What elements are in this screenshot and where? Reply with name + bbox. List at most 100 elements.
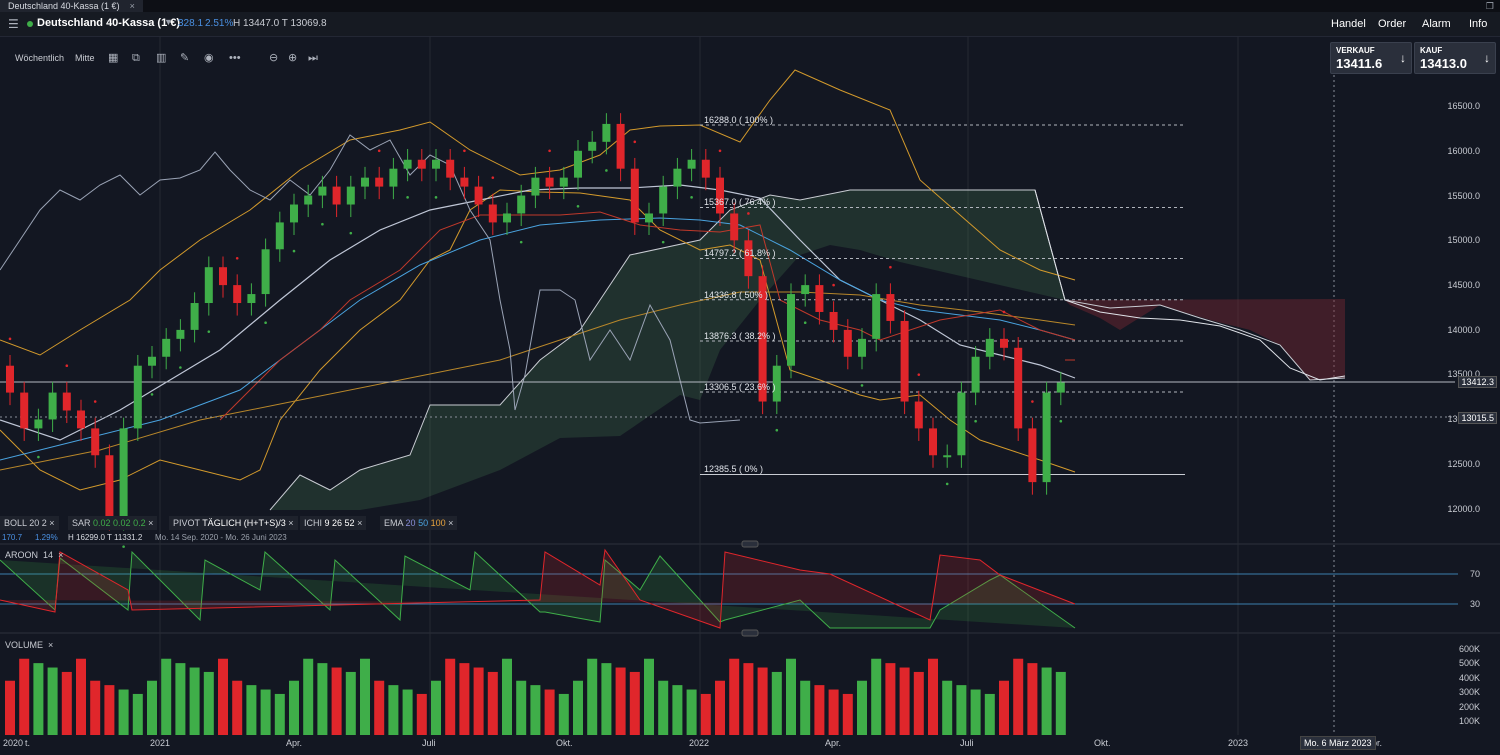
sar-dot [832, 283, 835, 287]
volume-bar [232, 680, 243, 735]
close-icon[interactable]: × [49, 518, 55, 528]
pivot-params: TÄGLICH (H+T+S)/3 [202, 518, 286, 528]
volume-bar [1013, 658, 1024, 735]
candle [62, 392, 71, 411]
boll-legend[interactable]: BOLL 20 2 × [0, 516, 59, 530]
price-tick: 14500.0 [1447, 280, 1480, 290]
candle [304, 195, 313, 205]
ichi-legend[interactable]: ICHI 9 26 52 × [300, 516, 367, 530]
sar-dot [747, 212, 750, 215]
sar-dot [434, 196, 438, 199]
volume-name: VOLUME [5, 640, 44, 650]
candle [247, 294, 256, 304]
volume-bar [246, 685, 257, 735]
eye-icon[interactable]: ◉ [204, 52, 214, 64]
close-icon[interactable]: × [58, 550, 64, 560]
volume-bar [317, 663, 328, 735]
pivot-legend[interactable]: PIVOT TÄGLICH (H+T+S)/3 × [169, 516, 298, 530]
instrument-name[interactable]: Deutschland 40-Kassa (1 €) [37, 17, 181, 29]
volume-bar [19, 658, 30, 735]
close-icon[interactable]: × [288, 518, 294, 528]
copy-icon[interactable]: ⧉ [132, 52, 140, 64]
sar-legend[interactable]: SAR 0.02 0.02 0.2 × [68, 516, 158, 530]
menu-alarm[interactable]: Alarm [1422, 18, 1451, 30]
candle [133, 365, 142, 429]
instrument-tab[interactable]: Deutschland 40-Kassa (1 €) × [0, 0, 143, 12]
volume-bar [715, 680, 725, 735]
aroon-up-line [0, 550, 1076, 629]
boll-name: BOLL [4, 518, 27, 528]
ichimoku-span-a [269, 189, 1346, 511]
candle [332, 186, 341, 205]
candle [659, 186, 668, 214]
volume-bar [743, 663, 754, 735]
interval-select[interactable]: Wöchentlich [15, 53, 65, 63]
volume-bar [800, 680, 811, 735]
window-restore-icon[interactable]: ❐ [1485, 1, 1494, 11]
chevron-down-icon[interactable]: ▼ [164, 17, 173, 27]
arrow-down-icon: ↓ [1484, 51, 1490, 65]
volume-bar [303, 658, 314, 735]
close-icon[interactable]: × [48, 640, 54, 650]
volume-bar [871, 658, 882, 735]
menu-order[interactable]: Order [1378, 18, 1407, 30]
volume-bar [431, 680, 441, 735]
candle [290, 204, 298, 223]
scroll-right-icon[interactable]: ⏭ [308, 52, 318, 64]
buy-quote-button[interactable]: KAUF 13413.0 ↓ [1414, 42, 1496, 74]
candle [77, 410, 85, 429]
candle [602, 123, 611, 142]
sar-dot [122, 545, 125, 548]
reference-price-tag: 13015.5 [1458, 412, 1497, 424]
ichi-name: ICHI [304, 518, 322, 528]
aroon-param: 14 [43, 550, 54, 560]
volume-bar [601, 663, 612, 735]
more-icon[interactable]: ••• [229, 52, 241, 64]
sar-dot [1059, 419, 1063, 423]
zoom-out-icon[interactable]: ⊖ [269, 52, 279, 64]
pane-resize-handle [741, 540, 759, 548]
menu-icon[interactable]: ☰ [8, 17, 19, 31]
volume-bar [5, 680, 15, 735]
menu-handel[interactable]: Handel [1331, 18, 1366, 30]
sar-dot [1031, 400, 1034, 403]
volume-bar [928, 658, 938, 735]
candle [801, 285, 810, 295]
menu-info[interactable]: Info [1469, 18, 1488, 30]
volume-bar [644, 658, 654, 735]
sell-label: VERKAUF [1336, 46, 1375, 55]
sar-dot [463, 149, 466, 153]
buy-label: KAUF [1420, 46, 1443, 55]
candle [488, 204, 497, 223]
indicators-icon[interactable]: ▥ [156, 52, 167, 64]
price-tick: 15500.0 [1447, 191, 1480, 201]
candle [318, 186, 327, 196]
ema-legend[interactable]: EMA 20 50 100 × [380, 516, 458, 530]
sar-dot [1002, 310, 1006, 314]
close-icon[interactable]: × [148, 518, 154, 528]
volume-title[interactable]: VOLUME × [5, 640, 53, 650]
volume-bar [502, 658, 512, 735]
tab-close-icon[interactable]: × [129, 1, 135, 11]
volume-bar [913, 671, 924, 735]
sar-params: 0.02 0.02 0.2 [93, 518, 146, 528]
candle [503, 213, 511, 223]
candle [616, 123, 625, 169]
sar-dot [718, 149, 722, 153]
aroon-title[interactable]: AROON 14 × [5, 550, 63, 560]
sar-dot [803, 321, 807, 325]
sar-dot [321, 222, 324, 226]
price-mode-select[interactable]: Mitte [75, 53, 95, 63]
zoom-in-icon[interactable]: ⊕ [288, 52, 298, 64]
sar-dot [93, 400, 97, 403]
close-icon[interactable]: × [357, 518, 363, 528]
volume-tick: 300K [1458, 687, 1480, 697]
candle [119, 428, 128, 518]
sell-quote-button[interactable]: VERKAUF 13411.6 ↓ [1330, 42, 1412, 74]
draw-icon[interactable]: ✎ [180, 52, 190, 64]
volume-tick: 400K [1458, 673, 1480, 683]
close-icon[interactable]: × [448, 518, 454, 528]
chart-type-icon[interactable]: ▦ [108, 52, 119, 64]
x-tick: Apr. [825, 738, 842, 748]
